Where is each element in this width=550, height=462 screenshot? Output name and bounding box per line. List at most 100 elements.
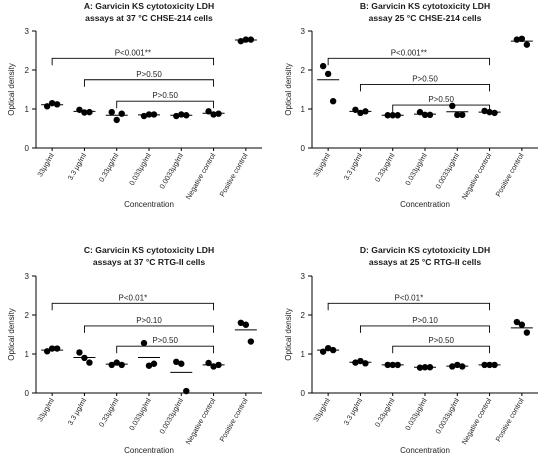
data-point (86, 108, 93, 116)
data-point (491, 361, 498, 369)
y-tick-label: 1 (25, 350, 30, 359)
data-point (178, 360, 185, 367)
data-point (352, 359, 359, 366)
significance-label: P>0.50 (412, 74, 438, 83)
significance-label: P>0.50 (136, 70, 162, 79)
y-tick-label: 3 (301, 27, 306, 36)
x-tick-label: 33µg/ml (35, 151, 56, 178)
significance-label: P>0.10 (136, 316, 162, 325)
data-point (454, 361, 461, 369)
data-point (362, 108, 369, 115)
significance-bracket (359, 83, 491, 92)
data-point (76, 349, 83, 356)
data-point (389, 112, 396, 119)
data-point (43, 348, 51, 355)
data-point (362, 360, 369, 367)
chart-title-line: B: Garvicin KS cytotoxicity LDH (360, 1, 490, 11)
x-axis-label: Concentration (400, 446, 450, 455)
data-point (329, 346, 337, 354)
y-tick-label: 1 (25, 105, 30, 114)
data-point (108, 361, 115, 369)
data-point (150, 111, 158, 118)
significance-bracket (51, 57, 215, 66)
data-point (140, 112, 148, 120)
data-point (215, 361, 222, 369)
data-point (421, 111, 429, 119)
data-point (108, 108, 115, 116)
data-point (486, 361, 493, 369)
x-tick-label: 33µg/ml (35, 396, 56, 423)
chart-title-line: assays at 25 °C RTG-II cells (369, 257, 482, 267)
data-point (513, 318, 521, 326)
data-point (352, 106, 359, 113)
data-point (215, 110, 222, 117)
significance-bracket (116, 100, 215, 109)
significance-bracket (83, 325, 215, 333)
y-tick-label: 2 (301, 66, 306, 75)
y-axis-label: Optical density (284, 308, 293, 360)
data-point (481, 361, 488, 369)
data-point (384, 112, 391, 119)
data-point (173, 112, 180, 120)
x-tick-label: Positive control (217, 151, 249, 198)
data-point (523, 41, 531, 48)
x-tick-label: Negative control (184, 151, 218, 201)
y-tick-label: 0 (25, 144, 30, 153)
data-point (86, 359, 93, 366)
x-tick-label: Positive control (493, 396, 525, 443)
data-point (113, 116, 120, 124)
data-point (145, 362, 153, 369)
data-point (183, 112, 190, 119)
significance-label: P>0.50 (152, 336, 178, 345)
data-point (319, 348, 327, 355)
data-point (449, 102, 456, 110)
x-tick-label: Positive control (493, 151, 525, 198)
data-point (210, 111, 217, 118)
x-tick-label: 0.0033µg/ml (157, 151, 185, 190)
chart-title-line: assays at 37 °C CHSE-214 cells (85, 13, 213, 23)
significance-label: P>0.50 (428, 95, 454, 104)
data-point (481, 107, 488, 115)
x-tick-label: 0.0033µg/ml (433, 151, 461, 190)
data-point (81, 354, 88, 362)
chart-title-line: C: Garvicin KS cytotoxicity LDH (84, 245, 214, 255)
x-tick-label: 33µg/ml (311, 151, 332, 178)
y-tick-label: 2 (25, 66, 30, 75)
significance-bracket (327, 57, 491, 66)
data-point (118, 361, 125, 369)
significance-label: P<0.001** (115, 48, 151, 57)
data-point (459, 111, 466, 119)
chart-panel-d: D: Garvicin KS cytotoxicity LDH assays at… (284, 245, 538, 455)
significance-bracket (359, 325, 491, 333)
data-point (210, 363, 217, 370)
data-point (486, 108, 493, 116)
x-tick-label: Negative control (460, 396, 494, 446)
significance-label: P<0.01* (119, 293, 148, 302)
y-tick-label: 1 (301, 105, 306, 114)
data-point (518, 35, 526, 42)
significance-bracket (116, 345, 215, 354)
x-tick-label: 0.33µg/ml (373, 396, 397, 428)
data-point (53, 345, 61, 352)
data-point (43, 103, 51, 110)
y-tick-label: 3 (25, 27, 30, 36)
data-point (76, 106, 83, 113)
data-point (242, 36, 250, 43)
data-point (357, 357, 364, 365)
significance-label: P>0.50 (428, 336, 454, 345)
chart-panel-c: C: Garvicin KS cytotoxicity LDH assays at… (7, 245, 262, 455)
significance-label: P>0.10 (412, 316, 438, 325)
data-point (416, 108, 424, 116)
data-point (454, 111, 461, 119)
data-point (48, 345, 56, 352)
data-point (491, 109, 498, 117)
x-axis-label: Concentration (400, 200, 450, 209)
x-tick-label: 0.033µg/ml (127, 396, 153, 432)
data-point (178, 111, 185, 118)
data-point (237, 37, 245, 45)
significance-bracket (51, 302, 215, 311)
significance-bracket (392, 345, 491, 354)
x-tick-label: Positive control (217, 396, 249, 443)
data-point (394, 361, 401, 369)
